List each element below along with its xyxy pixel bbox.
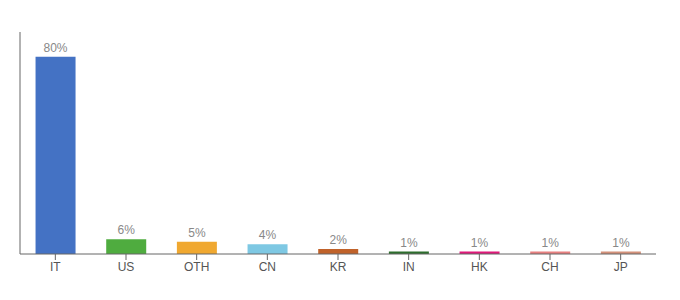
svg-text:IT: IT <box>50 260 61 274</box>
svg-text:CN: CN <box>259 260 276 274</box>
svg-text:1%: 1% <box>471 236 489 250</box>
svg-text:1%: 1% <box>400 236 418 250</box>
svg-text:US: US <box>118 260 135 274</box>
svg-text:JP: JP <box>614 260 628 274</box>
svg-text:80%: 80% <box>44 41 68 55</box>
svg-text:5%: 5% <box>188 226 206 240</box>
svg-text:4%: 4% <box>259 228 277 242</box>
svg-text:1%: 1% <box>612 236 630 250</box>
svg-text:2%: 2% <box>330 233 348 247</box>
svg-text:6%: 6% <box>118 223 136 237</box>
svg-text:1%: 1% <box>542 236 560 250</box>
svg-text:CH: CH <box>541 260 558 274</box>
svg-text:OTH: OTH <box>184 260 209 274</box>
svg-text:KR: KR <box>330 260 347 274</box>
svg-text:IN: IN <box>403 260 415 274</box>
svg-text:HK: HK <box>471 260 488 274</box>
